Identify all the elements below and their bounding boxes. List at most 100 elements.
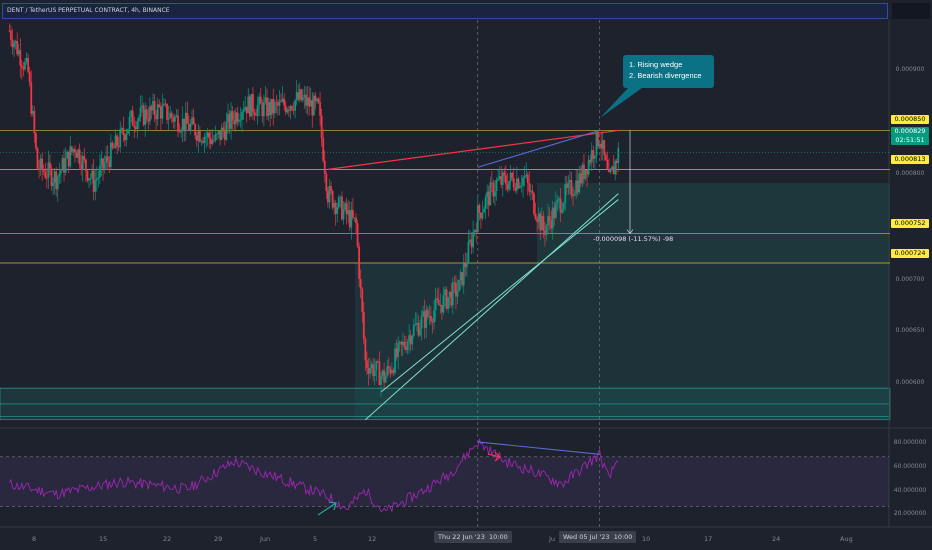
candle-body <box>63 158 65 173</box>
candle-body <box>548 216 551 221</box>
candle-body <box>523 175 526 178</box>
candle-body <box>592 150 595 159</box>
candle-body <box>483 208 485 213</box>
candle-body <box>155 114 158 120</box>
supply-zone <box>537 183 890 263</box>
candle-body <box>200 141 203 143</box>
candle-body <box>250 94 253 117</box>
candle-body <box>298 89 301 100</box>
candle-body <box>52 182 54 187</box>
candle-body <box>603 140 606 155</box>
candle-body <box>544 230 546 235</box>
symbol-header[interactable]: DENT / TetherUS PERPETUAL CONTRACT, 4h, … <box>2 3 888 19</box>
candle-body <box>236 112 239 122</box>
candle-body <box>289 106 292 111</box>
price-tick: 0.000650 <box>895 327 925 334</box>
candle-body <box>302 97 304 101</box>
candle-body <box>537 213 540 222</box>
candle-body <box>20 65 23 68</box>
candle-body <box>75 152 78 158</box>
candle-body <box>261 103 264 117</box>
candle-body <box>292 109 295 111</box>
candle-body <box>587 159 590 175</box>
time-label: Ju <box>549 535 556 543</box>
candle-body <box>573 193 576 196</box>
candle-body <box>130 110 133 117</box>
candle-body <box>590 150 593 163</box>
crosshair-hour-1: 10:00 <box>489 533 508 541</box>
candle-body <box>540 216 543 231</box>
crosshair-time-label-1: Thu 22 Jun '23 10:00 <box>434 531 512 543</box>
candle-body <box>353 217 356 219</box>
candle-body <box>550 220 553 229</box>
candle-body <box>186 112 189 124</box>
candle-body <box>323 160 326 174</box>
candle-body <box>440 304 443 313</box>
candle-body <box>355 217 357 224</box>
candle-body <box>481 212 484 219</box>
candle-body <box>478 205 481 213</box>
candle-body <box>581 164 584 184</box>
candle-body <box>202 141 204 143</box>
candle-body <box>300 89 303 101</box>
wedge-lower-line <box>365 193 619 421</box>
price-badge-level-2: 0.000813 <box>891 155 929 164</box>
candle-body <box>386 366 389 376</box>
candle-body <box>24 61 26 70</box>
candle-body <box>500 176 503 185</box>
candle-body <box>92 170 95 192</box>
candle-body <box>278 100 281 106</box>
candle-body <box>294 100 297 111</box>
analysis-callout[interactable]: 1. Rising wedge 2. Bearish divergence <box>623 55 714 88</box>
candle-body <box>86 170 89 181</box>
candle-body <box>389 368 392 374</box>
candle-body <box>228 113 231 129</box>
candle-body <box>486 191 489 198</box>
candle-body <box>172 117 175 122</box>
candle-body <box>461 272 464 286</box>
candle-body <box>156 104 159 120</box>
oversold-arrow <box>317 501 337 516</box>
header-panel-button[interactable] <box>892 3 930 19</box>
candle-body <box>284 105 287 113</box>
candle-body <box>222 127 225 131</box>
candle-body <box>593 155 596 159</box>
candle-body <box>203 136 206 143</box>
candle-body <box>576 180 579 193</box>
crosshair-date-1: Thu 22 Jun '23 <box>438 533 485 541</box>
candle-body <box>387 366 390 369</box>
candle-body <box>595 131 598 156</box>
candle-body <box>166 103 168 120</box>
candle-body <box>131 110 134 126</box>
candle-body <box>195 135 198 141</box>
crosshair-time-label-2: Wed 05 Jul '23 10:00 <box>559 531 637 543</box>
candle-body <box>467 241 470 264</box>
candle-body <box>81 156 84 170</box>
candle-body <box>558 198 560 200</box>
candle-body <box>442 295 445 313</box>
candle-body <box>489 182 492 206</box>
candle-body <box>237 119 240 122</box>
candle-body <box>220 127 223 140</box>
candle-body <box>401 341 404 345</box>
candle-body <box>380 375 382 385</box>
candle-body <box>113 147 115 149</box>
candle-body <box>487 191 490 206</box>
candle-body <box>258 96 261 106</box>
candle-body <box>269 101 272 115</box>
time-label: 8 <box>32 535 37 543</box>
price-badge-level-1: 0.000850 <box>891 115 929 124</box>
candle-body <box>139 107 142 118</box>
candle-body <box>601 140 604 149</box>
candle-body <box>39 158 42 171</box>
candle-body <box>144 109 147 125</box>
candle-body <box>266 97 268 117</box>
candle-body <box>334 202 337 214</box>
candle-body <box>339 196 342 198</box>
candle-body <box>406 341 409 351</box>
candle-body <box>464 263 467 268</box>
candle-body <box>31 111 34 114</box>
candle-body <box>41 158 44 171</box>
